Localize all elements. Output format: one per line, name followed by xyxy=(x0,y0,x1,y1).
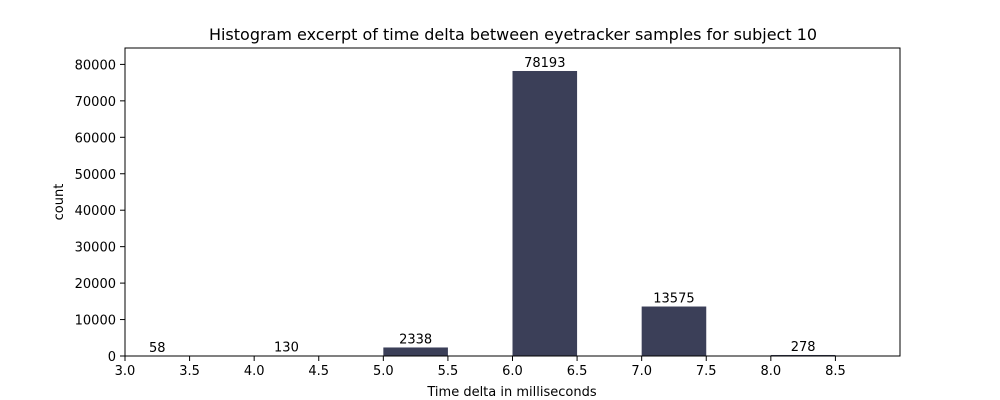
y-tick-label-8: 80000 xyxy=(75,58,116,73)
bar-label-4: 13575 xyxy=(653,292,694,307)
x-tick-label-9: 7.5 xyxy=(696,364,717,379)
bar-5 xyxy=(770,354,836,356)
x-tick-label-11: 8.5 xyxy=(825,364,846,379)
x-axis-label: Time delta in milliseconds xyxy=(426,385,596,400)
y-tick-label-2: 20000 xyxy=(75,277,116,292)
y-tick-label-7: 70000 xyxy=(75,95,116,110)
x-axis-ticks: 3.0 3.5 4.0 4.5 5.0 5.5 6.0 6.5 7.0 7.5 8.0 8.5 xyxy=(115,356,846,379)
y-tick-label-0: 0 xyxy=(108,350,116,365)
y-tick-label-3: 30000 xyxy=(75,241,116,256)
bars-group: 58 130 2338 78193 13575 278 xyxy=(125,56,836,356)
chart-title: Histogram excerpt of time delta between … xyxy=(209,25,817,44)
x-tick-label-6: 6.0 xyxy=(502,364,523,379)
x-tick-label-0: 3.0 xyxy=(115,364,136,379)
y-axis-ticks: 0 10000 20000 30000 40000 50000 60000 70000 8000… xyxy=(75,58,125,365)
y-tick-label-5: 50000 xyxy=(75,168,116,183)
y-tick-label-1: 10000 xyxy=(75,314,116,329)
y-axis-label: count xyxy=(52,184,67,221)
bar-label-0: 58 xyxy=(149,341,166,356)
y-tick-label-6: 60000 xyxy=(75,131,116,146)
x-tick-label-7: 6.5 xyxy=(567,364,588,379)
bar-2 xyxy=(383,347,448,356)
x-tick-label-2: 4.0 xyxy=(244,364,265,379)
y-tick-label-4: 40000 xyxy=(75,204,116,219)
x-tick-label-5: 5.5 xyxy=(438,364,459,379)
bar-4 xyxy=(641,306,707,356)
bar-label-2: 2338 xyxy=(399,332,432,347)
bar-3 xyxy=(512,70,578,356)
bar-label-5: 278 xyxy=(791,340,816,355)
x-tick-label-10: 8.0 xyxy=(760,364,781,379)
x-tick-label-4: 5.0 xyxy=(373,364,394,379)
plot-frame xyxy=(124,47,901,357)
x-tick-label-3: 4.5 xyxy=(308,364,329,379)
bar-label-3: 78193 xyxy=(524,56,565,71)
x-tick-label-1: 3.5 xyxy=(179,364,200,379)
x-tick-label-8: 7.0 xyxy=(631,364,652,379)
bar-label-1: 130 xyxy=(274,341,299,356)
